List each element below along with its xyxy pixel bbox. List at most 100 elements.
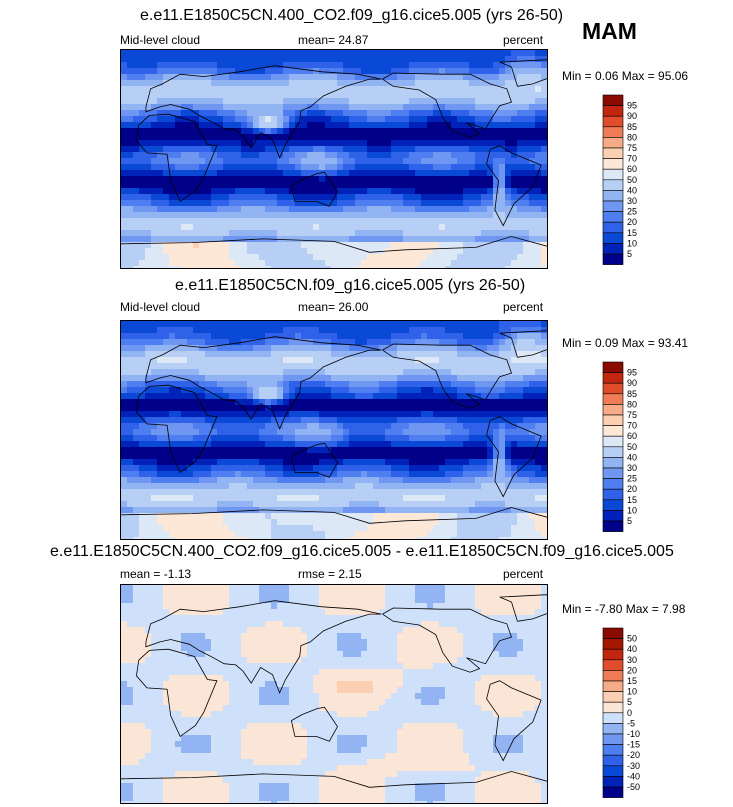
map-cell (349, 266, 356, 268)
map-cell (355, 321, 362, 328)
map-cell (277, 339, 284, 346)
map-cell (187, 471, 194, 478)
map-cell (355, 224, 362, 231)
map-cell (517, 50, 524, 57)
map-cell (187, 164, 194, 171)
map-cell (229, 423, 236, 430)
map-cell (163, 489, 170, 496)
map-cell (313, 399, 320, 406)
map-cell (133, 357, 140, 364)
map-cell (253, 128, 260, 135)
map-cell (367, 441, 374, 448)
map-cell (265, 453, 272, 460)
map-cell (271, 363, 278, 370)
map-cell (523, 194, 530, 201)
map-cell (133, 254, 140, 261)
map-cell (343, 158, 350, 165)
map-cell (403, 399, 410, 406)
map-cell (409, 68, 416, 75)
map-cell (361, 56, 368, 63)
map-cell (415, 489, 422, 496)
map-cell (439, 471, 446, 478)
map-cell (355, 242, 362, 249)
map-cell (427, 248, 434, 255)
map-cell (517, 501, 524, 508)
map-cell (475, 236, 482, 243)
map-cell (325, 411, 332, 418)
map-cell (163, 507, 170, 514)
map-cell (313, 74, 320, 81)
map-cell (325, 513, 332, 520)
map-cell (247, 375, 254, 382)
map-cell (349, 357, 356, 364)
map-cell (367, 393, 374, 400)
map-cell (145, 387, 152, 394)
map-cell (325, 170, 332, 177)
map-cell (133, 507, 140, 514)
map-cell (283, 194, 290, 201)
map-cell (313, 501, 320, 508)
map-cell (283, 327, 290, 334)
map-cell (253, 327, 260, 334)
map-cell (205, 387, 212, 394)
map-cell (319, 80, 326, 87)
map-cell (211, 327, 218, 334)
map-cell (265, 399, 272, 406)
map-cell (163, 50, 170, 57)
map-cell (403, 218, 410, 225)
map-cell (229, 429, 236, 436)
map-cell (145, 369, 152, 376)
map-cell (487, 423, 494, 430)
map-cell (499, 489, 506, 496)
map-cell (187, 405, 194, 412)
map-cell (199, 122, 206, 129)
map-cell (325, 357, 332, 364)
map-cell (391, 405, 398, 412)
map-cell (151, 357, 158, 364)
map-cell (535, 327, 542, 334)
map-cell (205, 62, 212, 69)
map-cell (409, 170, 416, 177)
map-cell (235, 164, 242, 171)
map-cell (199, 459, 206, 466)
map-cell (235, 447, 242, 454)
map-cell (325, 417, 332, 424)
map-cell (349, 146, 356, 153)
map-cell (133, 489, 140, 496)
map-cell (493, 381, 500, 388)
map-cell (121, 321, 128, 328)
map-cell (259, 194, 266, 201)
map-cell (523, 230, 530, 237)
map-cell (229, 116, 236, 123)
map-cell (523, 212, 530, 219)
map-cell (337, 489, 344, 496)
map-cell (247, 387, 254, 394)
map-cell (241, 405, 248, 412)
map-cell (385, 158, 392, 165)
map-cell (427, 62, 434, 69)
map-cell (427, 242, 434, 249)
map-cell (493, 206, 500, 213)
map-cell (415, 441, 422, 448)
map-cell (481, 56, 488, 63)
map-cell (307, 62, 314, 69)
map-cell (445, 429, 452, 436)
map-cell (451, 110, 458, 117)
map-cell (487, 495, 494, 502)
map-cell (427, 104, 434, 111)
map-cell (217, 176, 224, 183)
map-cell (433, 501, 440, 508)
map-cell (325, 489, 332, 496)
map-cell (265, 206, 272, 213)
map-cell (187, 188, 194, 195)
map-cell (241, 381, 248, 388)
colorbar-tick-label: 10 (627, 238, 637, 248)
map-cell (349, 321, 356, 328)
map-cell (445, 248, 452, 255)
map-cell (475, 218, 482, 225)
map-cell (337, 218, 344, 225)
map-cell (433, 477, 440, 484)
map-cell (163, 80, 170, 87)
map-cell (409, 176, 416, 183)
map-cell (151, 429, 158, 436)
